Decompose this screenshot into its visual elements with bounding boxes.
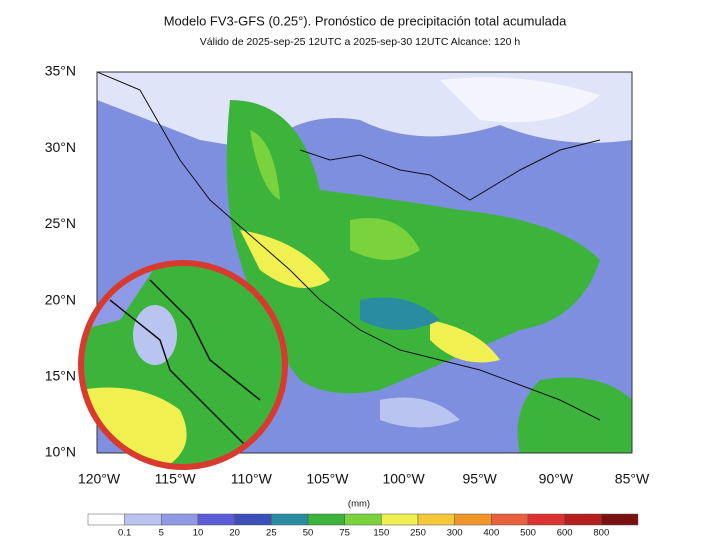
lat-label: 15°N: [45, 368, 76, 384]
colorbar-unit: (mm): [348, 499, 370, 510]
colorbar-box: [527, 513, 565, 526]
colorbar-box: [197, 513, 235, 526]
colorbar-box: [417, 513, 455, 526]
colorbar-box: [87, 513, 125, 526]
colorbar-label: 800: [593, 528, 609, 539]
magnifier-ring: [78, 260, 288, 470]
lon-labels: 120°W 115°W 110°W 105°W 100°W 95°W 90°W 85°W: [78, 471, 650, 487]
colorbar-label: 20: [229, 528, 240, 539]
colorbar-label: 75: [339, 528, 350, 539]
lat-label: 10°N: [45, 444, 76, 460]
colorbar-box: [564, 513, 602, 526]
lat-label: 20°N: [45, 291, 76, 307]
lon-label: 115°W: [155, 471, 197, 487]
colorbar-box: [307, 513, 345, 526]
lon-label: 105°W: [306, 471, 349, 487]
colorbar-box: [234, 513, 272, 526]
lat-label: 30°N: [45, 139, 76, 155]
colorbar-box: [344, 513, 382, 526]
colorbar-box: [601, 513, 639, 526]
lon-label: 110°W: [231, 471, 273, 487]
magnifier-content: [81, 263, 285, 467]
lon-label: 120°W: [78, 471, 121, 487]
colorbar-box: [454, 513, 492, 526]
precipitation-map: [97, 72, 632, 453]
lat-label: 25°N: [45, 215, 76, 231]
lat-labels: 35°N 30°N 25°N 20°N 15°N 10°N: [45, 63, 76, 460]
colorbar-box: [381, 513, 419, 526]
lon-label: 90°W: [539, 471, 574, 487]
colorbar: 0.1 5 10 20 25 50 75 150 250 300 400 500 600 800: [87, 513, 639, 539]
colorbar-box: [161, 513, 199, 526]
lon-label: 100°W: [382, 471, 425, 487]
colorbar-label: 600: [557, 528, 573, 539]
lon-label: 85°W: [615, 471, 650, 487]
colorbar-box: [271, 513, 309, 526]
lon-label: 95°W: [463, 471, 498, 487]
colorbar-label: 5: [159, 528, 164, 539]
colorbar-label: 300: [447, 528, 463, 539]
title: Modelo FV3-GFS (0.25°). Pronóstico de pr…: [164, 13, 567, 28]
colorbar-label: 10: [193, 528, 204, 539]
colorbar-label: 250: [410, 528, 426, 539]
map-frame: [96, 71, 633, 454]
lat-label: 35°N: [45, 63, 76, 79]
colorbar-label: 500: [520, 528, 536, 539]
colorbar-label: 50: [303, 528, 314, 539]
colorbar-label: 400: [483, 528, 499, 539]
colorbar-label: 0.1: [118, 528, 131, 539]
colorbar-label: 150: [373, 528, 389, 539]
colorbar-box: [491, 513, 529, 526]
subtitle: Válido de 2025-sep-25 12UTC a 2025-sep-3…: [200, 36, 521, 48]
colorbar-box: [124, 513, 162, 526]
colorbar-label: 25: [266, 528, 277, 539]
